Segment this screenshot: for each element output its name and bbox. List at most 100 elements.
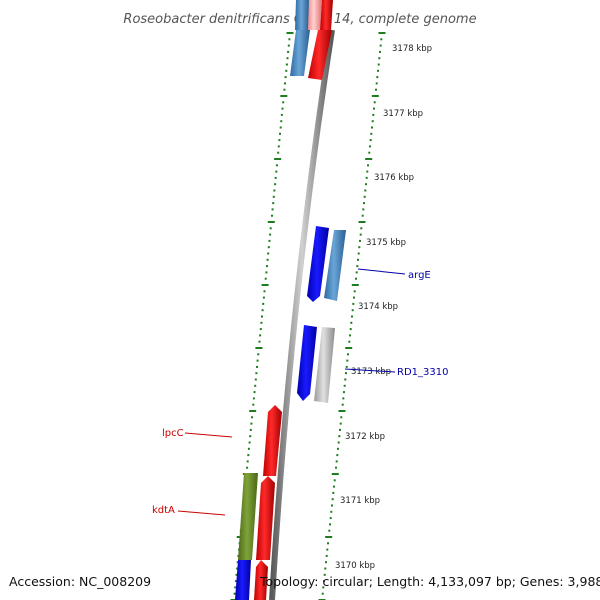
scale-tick	[260, 321, 263, 324]
scale-tick	[252, 403, 255, 406]
scale-tick	[272, 195, 275, 198]
scale-tick	[332, 491, 335, 494]
scale-tick	[360, 227, 363, 230]
scale-tick	[337, 441, 340, 444]
scale-tick	[281, 107, 284, 110]
scale-tick	[373, 107, 375, 110]
scale-tick	[329, 523, 331, 526]
scale-tick	[338, 410, 346, 412]
gene-red-top-b	[320, 0, 333, 30]
scale-label-3174: 3174 kbp	[358, 302, 398, 312]
gene-red-bottom	[254, 560, 268, 600]
scale-tick	[340, 416, 343, 419]
gene-label-argE: argE	[408, 270, 431, 281]
scale-tick	[353, 296, 355, 299]
scale-tick	[376, 76, 379, 79]
tick-ring-outer	[318, 32, 386, 600]
scale-tick	[233, 592, 236, 595]
scale-tick	[351, 315, 353, 318]
scale-tick	[266, 265, 268, 268]
scale-tick	[263, 290, 266, 293]
scale-tick	[252, 397, 255, 400]
scale-tick	[279, 126, 282, 129]
scale-tick	[378, 57, 381, 60]
scale-tick	[251, 416, 253, 419]
gene-red-top	[308, 30, 332, 80]
scale-tick	[344, 378, 347, 381]
scale-tick	[259, 328, 262, 331]
scale-tick	[261, 315, 263, 318]
scale-tick	[254, 384, 257, 387]
gene-steelblue-top-b	[295, 0, 309, 30]
scale-tick	[262, 296, 265, 299]
scale-tick	[351, 309, 354, 312]
scale-tick	[249, 435, 252, 438]
scale-tick	[339, 422, 342, 425]
scale-tick	[364, 189, 367, 192]
scale-tick	[333, 479, 336, 482]
scale-tick	[275, 164, 278, 167]
gene-RD1_3310	[314, 327, 335, 403]
gene-features	[235, 0, 346, 600]
scale-tick	[345, 347, 353, 349]
scale-tick	[323, 580, 325, 583]
scale-tick	[339, 428, 341, 431]
gene-label-lpcC: lpcC	[162, 428, 184, 439]
scale-tick	[235, 573, 238, 576]
scale-tick	[286, 57, 289, 60]
genome-backbone	[269, 29, 335, 600]
scale-tick	[255, 372, 258, 375]
scale-tick	[345, 372, 347, 375]
scale-tick	[257, 353, 260, 356]
scale-tick	[326, 548, 329, 551]
scale-tick	[337, 447, 339, 450]
scale-tick	[331, 504, 333, 507]
scale-tick	[342, 397, 345, 400]
scale-tick	[265, 271, 268, 274]
scale-tick	[236, 567, 239, 570]
accession-text: Accession: NC_008209	[9, 574, 151, 589]
scale-tick	[246, 460, 249, 463]
scale-tick	[261, 284, 269, 286]
scale-tick	[280, 113, 283, 116]
gene-steelblue-top	[290, 30, 310, 76]
scale-tick	[352, 302, 355, 305]
scale-tick	[255, 347, 263, 349]
scale-tick	[246, 466, 249, 469]
scale-label-3177: 3177 kbp	[383, 109, 423, 119]
scale-tick	[329, 517, 332, 520]
gene-blue-3310-left	[297, 325, 317, 401]
scale-tick	[275, 170, 278, 173]
scale-tick	[250, 422, 253, 425]
scale-tick	[375, 82, 378, 85]
gene-lpcC	[263, 405, 282, 476]
callout-line-lpcC	[184, 432, 233, 438]
scale-tick	[325, 561, 327, 564]
scale-tick	[247, 447, 250, 450]
scale-tick	[346, 359, 349, 362]
scale-tick	[380, 38, 383, 41]
scale-tick	[356, 265, 359, 268]
scale-tick	[278, 139, 281, 142]
scale-tick	[366, 170, 369, 173]
gene-kdtA	[238, 473, 258, 560]
scale-tick	[321, 592, 324, 595]
scale-tick	[282, 101, 285, 104]
scale-tick	[357, 252, 360, 255]
scale-tick	[284, 82, 286, 85]
scale-tick	[335, 460, 338, 463]
scale-tick	[249, 410, 257, 412]
scale-tick	[365, 176, 368, 179]
scale-tick	[274, 176, 277, 179]
scale-tick	[248, 441, 251, 444]
scale-tick	[331, 473, 339, 475]
scale-tick	[274, 158, 282, 160]
scale-tick	[272, 202, 275, 205]
scale-tick	[353, 290, 356, 293]
scale-tick	[347, 353, 349, 356]
scale-label-3170: 3170 kbp	[335, 561, 375, 571]
scale-tick	[277, 151, 280, 154]
scale-tick	[330, 510, 333, 513]
scale-tick	[363, 202, 365, 205]
